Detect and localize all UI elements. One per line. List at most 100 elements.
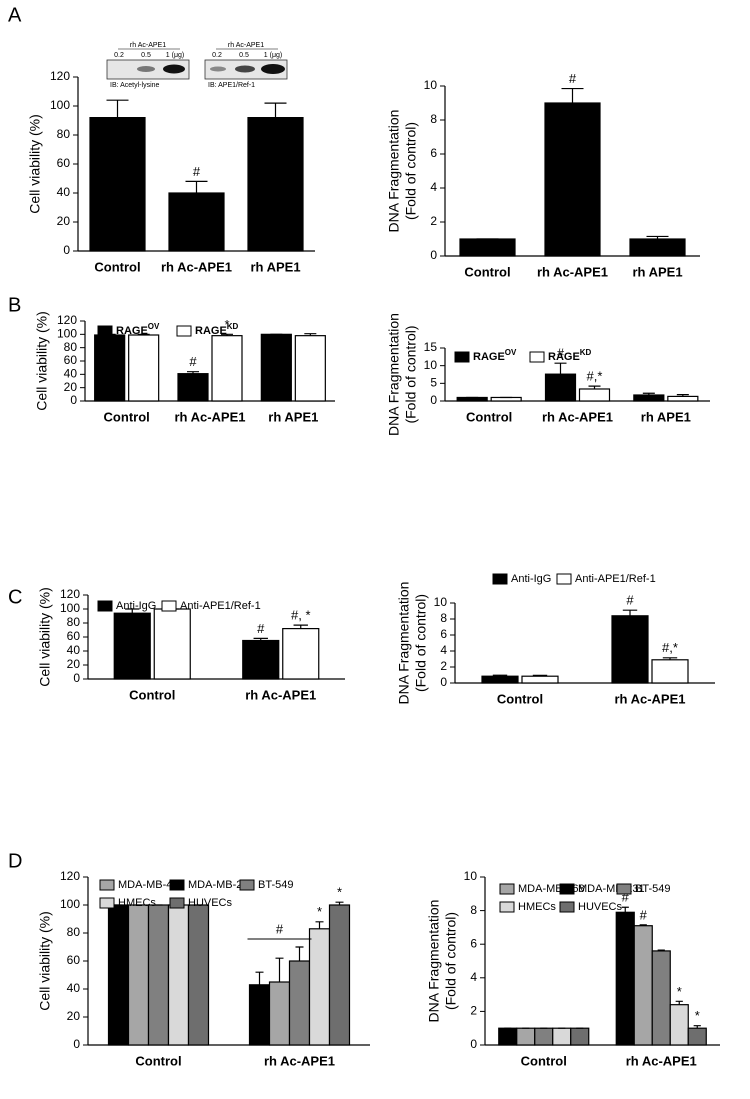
legend-swatch [169,879,185,891]
blot-band [261,64,285,74]
legend-name: Anti-APE1/Ref-1 [575,573,656,585]
legend-name: Anti-IgG [116,600,156,612]
x-tick-label: rh APE1 [250,259,300,274]
chart: 0 2 4 6 8 10 DNA Fragmentation (Fold of control… [426,869,720,1068]
legend-name: RAGE [548,351,580,363]
y-tick-label: 15 [424,340,438,354]
legend-label: MDA-MB-468 [118,879,185,891]
x-tick-label: Control [94,259,140,274]
error-bar [335,901,344,905]
x-tick-label: Control [464,264,510,279]
bar [168,192,225,252]
bar [247,116,304,252]
y-tick-label: 0 [73,1037,80,1051]
bar [667,395,699,402]
bar [128,334,160,402]
legend-name: RAGE [195,325,227,337]
annotation: * [677,984,682,999]
legend-name: RAGE [473,351,505,363]
y-tick-label: 120 [50,69,70,83]
y-tick-label: 80 [57,127,71,141]
legend-name: MDA-MB-468 [518,883,585,895]
bar [260,333,292,402]
error-bar [532,674,548,677]
error-bar [492,674,508,677]
legend-swatch [499,883,515,895]
y-tick-label: 10 [464,869,478,883]
annotation: # [189,354,197,369]
bar [288,960,311,1046]
bar [107,904,130,1046]
y-tick-label: 20 [57,214,71,228]
bar [669,1004,689,1046]
blot-band [163,64,185,74]
bar [147,904,170,1046]
error-bar [253,637,268,641]
annotation: #, * [291,608,311,623]
y-axis-label: Cell viability (%) [27,114,43,214]
legend-name: HUVECs [188,897,233,909]
legend-label: RAGEKD [548,348,592,363]
panel-letter: D [8,850,22,872]
x-tick-label: Control [466,409,512,424]
legend-superscript: OV [148,322,160,331]
x-tick-label: rh Ac-APE1 [626,1053,697,1068]
legend-swatch [616,883,632,895]
y-tick-label: 10 [424,78,438,92]
bar [328,904,351,1046]
error-bar [642,392,655,395]
annotation: #,* [662,640,678,655]
legend-name: MDA-MB-231 [188,879,255,891]
bar [167,904,190,1046]
y-tick-label: 0 [70,393,77,407]
y-axis-label: DNA Fragmentation [396,582,412,705]
legend-swatch [176,325,192,337]
panel-letter: B [8,294,21,316]
y-tick-label: 6 [440,627,447,641]
bar [544,102,601,257]
error-bar [221,333,233,336]
bar [127,904,150,1046]
annotation: * [695,1008,700,1023]
y-tick-label: 8 [430,112,437,126]
annotation: * [224,317,229,332]
y-tick-label: 40 [67,981,81,995]
bar [651,659,689,684]
error-bar [264,102,287,118]
error-bar [255,971,264,985]
y-tick-label: 100 [60,601,80,615]
legend-swatch [454,351,470,363]
y-tick-label: 60 [67,953,81,967]
bar [570,1027,590,1046]
y-tick-label: 0 [440,675,447,689]
error-bar [187,371,199,374]
error-bar [295,946,304,961]
y-tick-label: 100 [60,897,80,911]
panel-letter: A [8,4,22,26]
bar [534,1027,554,1046]
chart: 0 2 4 6 8 10 DNA Fragmentation (Fold of control… [396,573,715,706]
bar [481,675,519,684]
x-tick-label: rh Ac-APE1 [174,409,245,424]
y-tick-label: 8 [440,611,447,625]
y-tick-label: 60 [67,629,81,643]
error-bar [646,235,669,239]
legend-label: Anti-IgG [511,573,551,585]
legend-name: Anti-APE1/Ref-1 [180,600,261,612]
error-bar [693,1025,701,1029]
annotation: # [557,346,565,361]
y-tick-label: 80 [67,925,81,939]
y-tick-label: 5 [430,376,437,390]
y-tick-label: 0 [430,393,437,407]
error-bar [275,957,284,982]
y-tick-label: 40 [67,643,81,657]
y-axis-label: (Fold of control) [403,325,419,423]
legend-swatch [99,879,115,891]
y-tick-label: 4 [430,180,437,194]
bar [611,615,649,684]
y-axis-label: (Fold of control) [443,912,459,1010]
blot-header: rh Ac-APE1 [228,42,264,49]
legend-swatch [97,325,113,337]
y-tick-label: 2 [440,659,447,673]
legend-name: HMECs [518,901,556,913]
